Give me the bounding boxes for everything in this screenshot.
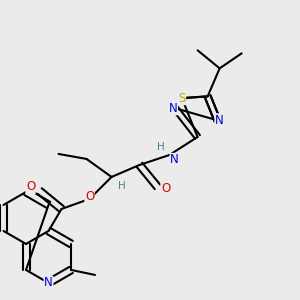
Text: N: N — [44, 276, 53, 290]
Text: N: N — [169, 102, 178, 115]
Text: O: O — [26, 180, 35, 194]
Text: S: S — [178, 92, 185, 105]
Text: N: N — [215, 114, 224, 127]
Text: H: H — [118, 181, 125, 191]
Text: O: O — [85, 190, 94, 203]
Text: N: N — [170, 153, 179, 167]
Text: H: H — [157, 142, 164, 152]
Text: O: O — [161, 182, 170, 195]
